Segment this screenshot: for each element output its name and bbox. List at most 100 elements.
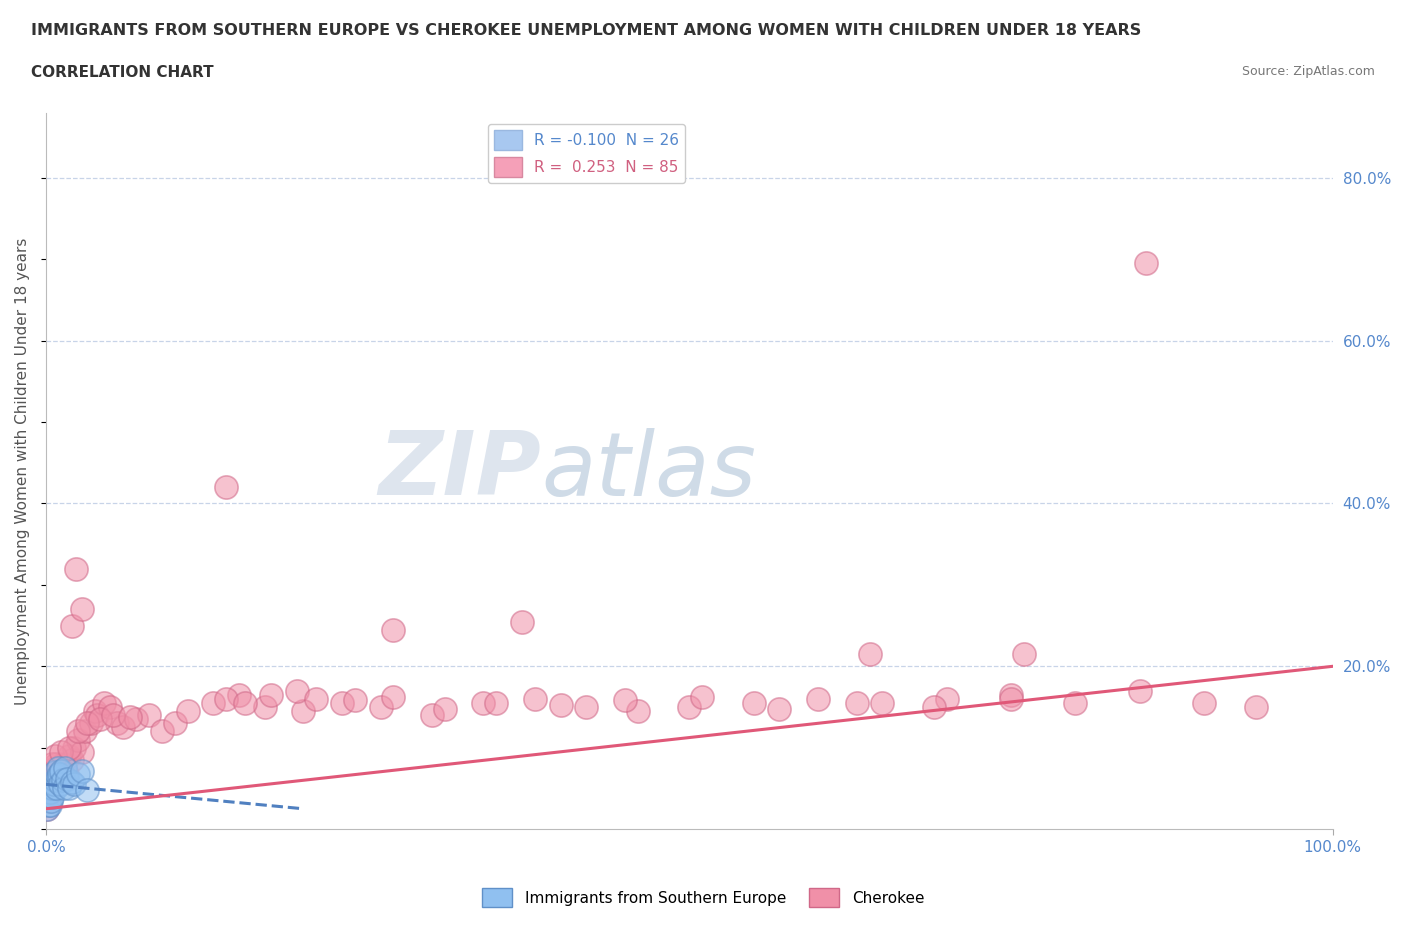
Point xyxy=(83,704,105,719)
Point xyxy=(37,790,59,804)
Point xyxy=(49,769,72,784)
Point xyxy=(118,710,141,724)
Point xyxy=(627,704,650,719)
Point xyxy=(46,761,69,776)
Point xyxy=(60,618,83,633)
Point xyxy=(370,699,392,714)
Point xyxy=(922,699,945,714)
Point xyxy=(45,757,67,772)
Point xyxy=(93,696,115,711)
Point xyxy=(343,693,366,708)
Point xyxy=(39,764,62,779)
Point xyxy=(53,761,76,776)
Point xyxy=(73,724,96,738)
Point xyxy=(42,777,65,791)
Point xyxy=(845,696,868,711)
Legend: R = -0.100  N = 26, R =  0.253  N = 85: R = -0.100 N = 26, R = 0.253 N = 85 xyxy=(488,124,685,183)
Point xyxy=(253,699,276,714)
Point xyxy=(44,773,66,788)
Point xyxy=(67,724,90,738)
Point xyxy=(41,781,63,796)
Point xyxy=(55,766,77,781)
Point xyxy=(39,793,62,808)
Point xyxy=(690,690,713,705)
Point xyxy=(58,781,80,796)
Point xyxy=(38,797,60,812)
Point xyxy=(215,480,238,495)
Point xyxy=(935,691,957,706)
Point xyxy=(292,704,315,719)
Point xyxy=(807,691,830,706)
Point xyxy=(1000,687,1022,702)
Text: CORRELATION CHART: CORRELATION CHART xyxy=(31,65,214,80)
Point xyxy=(614,693,637,708)
Point xyxy=(41,757,63,772)
Point xyxy=(63,777,86,791)
Point xyxy=(44,761,66,776)
Point xyxy=(52,773,75,788)
Point xyxy=(215,691,238,706)
Point xyxy=(38,793,60,808)
Point xyxy=(42,773,65,788)
Point xyxy=(420,708,443,723)
Point xyxy=(80,716,103,731)
Point xyxy=(163,716,186,731)
Point xyxy=(60,775,83,790)
Text: IMMIGRANTS FROM SOUTHERN EUROPE VS CHEROKEE UNEMPLOYMENT AMONG WOMEN WITH CHILDR: IMMIGRANTS FROM SOUTHERN EUROPE VS CHERO… xyxy=(31,23,1142,38)
Point xyxy=(76,716,98,731)
Point xyxy=(70,764,93,778)
Point xyxy=(858,646,880,661)
Point xyxy=(44,749,66,764)
Point xyxy=(575,699,598,714)
Point xyxy=(38,797,60,812)
Point xyxy=(523,691,546,706)
Point xyxy=(872,696,894,711)
Point xyxy=(235,696,257,711)
Point xyxy=(382,622,405,637)
Point xyxy=(485,696,508,711)
Point xyxy=(228,687,250,702)
Point xyxy=(46,769,69,784)
Point xyxy=(472,696,495,711)
Point xyxy=(38,781,60,796)
Point xyxy=(41,769,63,784)
Point xyxy=(58,749,80,764)
Point xyxy=(44,764,66,779)
Point xyxy=(38,785,60,800)
Point xyxy=(433,701,456,716)
Point xyxy=(98,699,121,714)
Point xyxy=(41,790,63,804)
Point xyxy=(37,802,59,817)
Point xyxy=(37,802,59,817)
Point xyxy=(48,764,70,779)
Point xyxy=(38,785,60,800)
Point xyxy=(176,704,198,719)
Point xyxy=(52,757,75,772)
Point xyxy=(260,687,283,702)
Point xyxy=(285,684,308,698)
Point xyxy=(53,761,76,776)
Point xyxy=(60,752,83,767)
Point xyxy=(1135,256,1157,271)
Point xyxy=(55,771,77,786)
Text: atlas: atlas xyxy=(541,428,756,514)
Point xyxy=(49,777,72,791)
Point xyxy=(510,614,533,629)
Point xyxy=(202,696,225,711)
Point xyxy=(48,766,70,781)
Legend: Immigrants from Southern Europe, Cherokee: Immigrants from Southern Europe, Cheroke… xyxy=(475,883,931,913)
Point xyxy=(70,744,93,759)
Point xyxy=(1192,696,1215,711)
Point xyxy=(39,777,62,791)
Text: Source: ZipAtlas.com: Source: ZipAtlas.com xyxy=(1241,65,1375,78)
Y-axis label: Unemployment Among Women with Children Under 18 years: Unemployment Among Women with Children U… xyxy=(15,237,30,705)
Point xyxy=(330,696,353,711)
Point xyxy=(768,701,790,716)
Point xyxy=(89,711,111,726)
Point xyxy=(150,724,173,738)
Point xyxy=(105,716,128,731)
Point xyxy=(76,783,98,798)
Point xyxy=(51,764,73,778)
Point xyxy=(86,708,108,723)
Point xyxy=(1012,646,1035,661)
